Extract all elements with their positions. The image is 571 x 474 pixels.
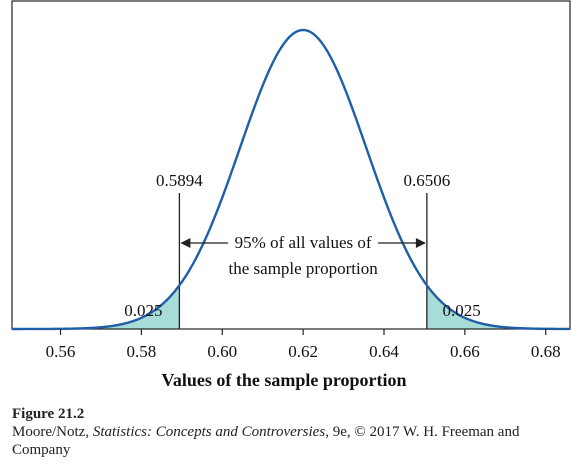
- left-tail-area: [12, 285, 180, 329]
- density-curve: [12, 28, 570, 331]
- x-tick-label: 0.56: [46, 342, 76, 361]
- x-axis-ticks: 0.56 0.58 0.60 0.62 0.64 0.66 0.68: [46, 329, 561, 361]
- left-tail-label: 0.025: [124, 301, 162, 320]
- caption-book-title: Statistics: Concepts and Controversies: [92, 424, 326, 440]
- x-tick-label: 0.62: [288, 342, 318, 361]
- caption-title: Figure 21.2: [12, 406, 85, 422]
- left-arrow-head: [180, 238, 191, 248]
- cutoff-label-1: 0.5894: [156, 171, 203, 190]
- caption-publisher: , 9e, © 2017 W. H. Freeman and Company: [12, 424, 520, 458]
- plot-frame: [11, 0, 571, 330]
- x-tick-label: 0.66: [450, 342, 480, 361]
- x-axis-label: Values of the sample proportion: [161, 370, 406, 390]
- right-arrow-head: [415, 238, 426, 248]
- normal-distribution-chart: 0.5894 0.6506 0.025 0.025 95% of all values…: [11, 0, 571, 390]
- caption-source: Moore/Notz, Statistics: Concepts and Con…: [12, 423, 562, 459]
- x-tick-label: 0.64: [369, 342, 399, 361]
- x-tick-label: 0.60: [207, 342, 237, 361]
- caption-author: Moore/Notz,: [12, 424, 93, 440]
- cutoff-lines-group: 0.5894 0.6506: [156, 171, 450, 329]
- right-tail-label: 0.025: [443, 301, 481, 320]
- cutoff-label-2: 0.6506: [403, 171, 450, 190]
- annotation-group: 0.025 0.025 95% of all values of the sample…: [124, 233, 480, 320]
- tail-shading-group: [12, 285, 570, 329]
- x-tick-label: 0.68: [531, 342, 561, 361]
- annotation-line-2: the sample proportion: [229, 259, 379, 278]
- x-tick-label: 0.58: [127, 342, 157, 361]
- annotation-line-1: 95% of all values of: [235, 233, 372, 252]
- figure-caption: Figure 21.2 Moore/Notz, Statistics: Conc…: [12, 405, 562, 459]
